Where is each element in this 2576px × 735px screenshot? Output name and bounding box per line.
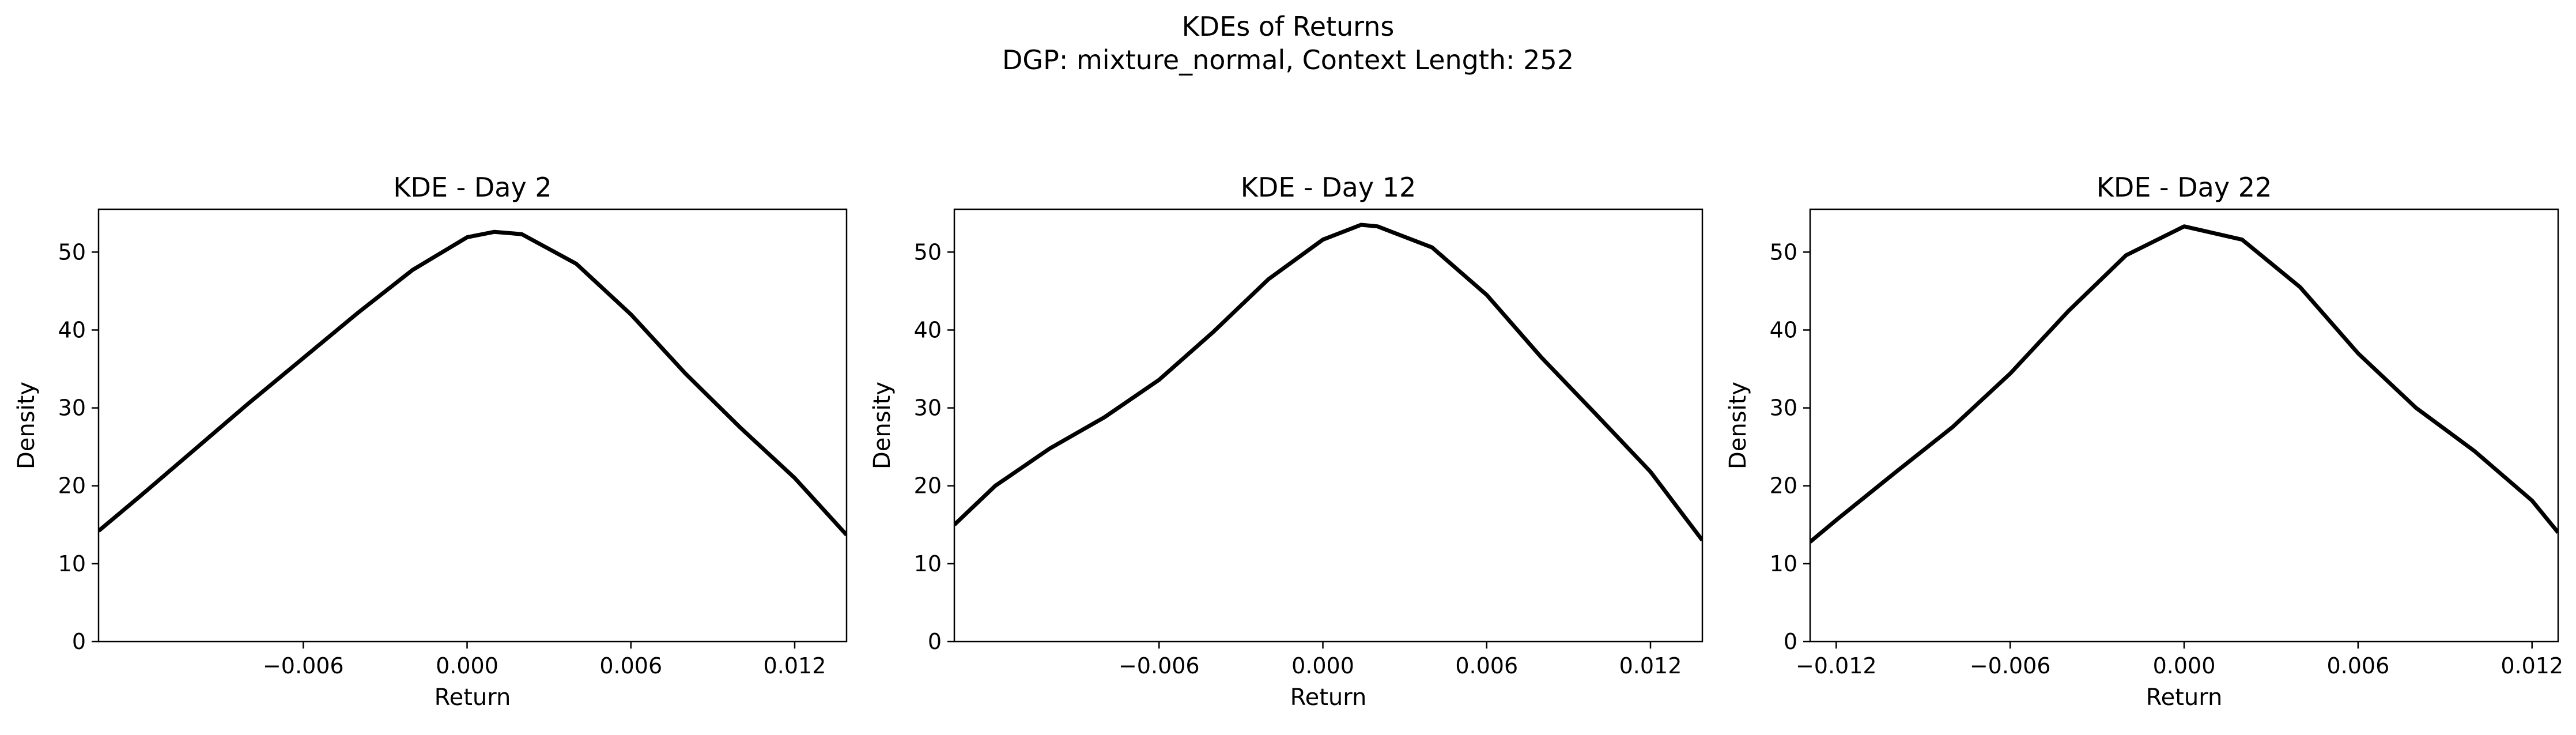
y-tick-label: 0 (928, 629, 942, 654)
kde-line (1810, 224, 2558, 544)
x-tick-label: −0.012 (1796, 653, 1877, 679)
y-tick-label: 10 (1770, 551, 1797, 576)
x-tick-label: −0.006 (263, 653, 344, 679)
x-tick-label: −0.006 (1970, 653, 2051, 679)
y-tick-label: 50 (58, 239, 86, 265)
y-axis-label: Density (869, 382, 896, 469)
y-tick-label: 20 (58, 473, 86, 499)
y-axis-label: Density (13, 382, 40, 469)
y-tick-label: 30 (914, 395, 942, 421)
kde-line (99, 229, 847, 537)
y-tick-label: 40 (58, 317, 86, 342)
subplot-1: −0.006 0.000 0.006 0.012 0 10 20 30 40 50 KDE - Da… (13, 172, 848, 711)
x-axis-label: Return (2146, 684, 2223, 711)
figure-title: KDEs of Returns (1182, 11, 1395, 42)
x-tick-label: 0.006 (599, 653, 662, 679)
x-axis-label: Return (435, 684, 511, 711)
subplot-title: KDE - Day 22 (2097, 172, 2272, 203)
axes-frame (97, 208, 848, 643)
subplot-container: −0.006 0.000 0.006 0.012 0 10 20 30 40 50 KDE - Da… (13, 172, 2563, 711)
y-tick-label: 20 (1770, 473, 1797, 499)
y-tick-label: 10 (914, 551, 942, 576)
x-tick-label: −0.006 (1119, 653, 1200, 679)
y-tick-label: 0 (72, 629, 86, 654)
y-axis-label: Density (1725, 382, 1751, 469)
subplot-title: KDE - Day 12 (1241, 172, 1416, 203)
y-tick-label: 10 (58, 551, 86, 576)
x-tick-label: 0.000 (1291, 653, 1354, 679)
figure-subtitle: DGP: mixture_normal, Context Length: 252 (1002, 44, 1574, 76)
x-tick-label: 0.006 (2326, 653, 2389, 679)
x-tick-label: 0.006 (1455, 653, 1518, 679)
y-tick-label: 20 (914, 473, 942, 499)
y-tick-label: 40 (914, 317, 942, 342)
subplot-3: −0.012 −0.006 0.000 0.006 0.012 0 10 20 30 40 50 KD… (1725, 172, 2563, 711)
y-tick-label: 50 (1770, 239, 1797, 265)
y-tick-label: 40 (1770, 317, 1797, 342)
x-tick-label: 0.012 (2501, 653, 2563, 679)
y-tick-label: 30 (58, 395, 86, 421)
y-tick-label: 50 (914, 239, 942, 265)
y-tick-label: 30 (1770, 395, 1797, 421)
x-tick-label: 0.012 (764, 653, 826, 679)
x-axis-label: Return (1290, 684, 1367, 711)
y-tick-label: 0 (1784, 629, 1797, 654)
x-tick-label: 0.000 (2153, 653, 2216, 679)
axes-frame (953, 208, 1704, 643)
x-tick-label: 0.012 (1619, 653, 1682, 679)
subplot-title: KDE - Day 2 (393, 172, 552, 203)
kde-line (954, 223, 1702, 542)
x-tick-label: 0.000 (436, 653, 498, 679)
subplot-2: −0.006 0.000 0.006 0.012 0 10 20 30 40 50 KDE - Da… (869, 172, 1704, 711)
